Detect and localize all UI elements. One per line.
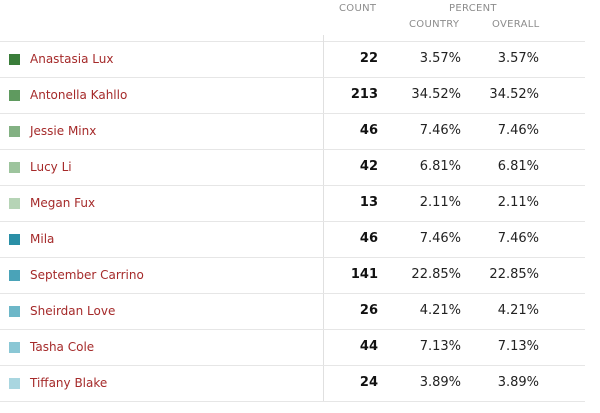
overall-percent-column-header: OVERALL <box>492 19 540 30</box>
overall-percent-value: 2.11% <box>497 195 539 210</box>
country-percent-column-header: COUNTRY <box>409 19 460 30</box>
legend-swatch <box>9 162 20 173</box>
country-percent-value: 22.85% <box>411 267 461 282</box>
country-percent-value: 4.21% <box>419 303 461 318</box>
count-column-header: COUNT <box>339 3 377 14</box>
table-row: Sheirdan Love 26 4.21% 4.21% <box>0 294 585 330</box>
country-percent-value: 7.46% <box>419 231 461 246</box>
table-row: Tasha Cole 44 7.13% 7.13% <box>0 330 585 366</box>
overall-percent-value: 3.89% <box>497 375 539 390</box>
country-percent-value: 6.81% <box>419 159 461 174</box>
performer-name-link[interactable]: Lucy Li <box>30 160 72 174</box>
performer-name-link[interactable]: Antonella Kahllo <box>30 88 128 102</box>
table-row: Anastasia Lux 22 3.57% 3.57% <box>0 42 585 78</box>
performer-name-link[interactable]: Anastasia Lux <box>30 52 114 66</box>
legend-swatch <box>9 126 20 137</box>
count-value: 46 <box>359 231 378 246</box>
country-percent-value: 7.13% <box>419 339 461 354</box>
count-value: 42 <box>359 159 378 174</box>
legend-swatch <box>9 234 20 245</box>
count-value: 13 <box>359 195 378 210</box>
overall-percent-value: 7.46% <box>497 231 539 246</box>
table-row: Mila 46 7.46% 7.46% <box>0 222 585 258</box>
legend-swatch <box>9 198 20 209</box>
country-percent-value: 34.52% <box>411 87 461 102</box>
table-header: COUNT PERCENT COUNTRY OVERALL <box>0 0 585 42</box>
table-row: Antonella Kahllo 213 34.52% 34.52% <box>0 78 585 114</box>
legend-swatch <box>9 54 20 65</box>
country-percent-value: 7.46% <box>419 123 461 138</box>
legend-swatch <box>9 270 20 281</box>
overall-percent-value: 4.21% <box>497 303 539 318</box>
column-divider <box>323 35 324 402</box>
table-row: Jessie Minx 46 7.46% 7.46% <box>0 114 585 150</box>
table-row: Megan Fux 13 2.11% 2.11% <box>0 186 585 222</box>
header-divider <box>0 41 585 42</box>
count-value: 22 <box>359 51 378 66</box>
table-row: Lucy Li 42 6.81% 6.81% <box>0 150 585 186</box>
country-percent-value: 3.57% <box>419 51 461 66</box>
count-value: 46 <box>359 123 378 138</box>
percent-column-group-header: PERCENT <box>449 3 497 14</box>
count-value: 44 <box>359 339 378 354</box>
legend-swatch <box>9 306 20 317</box>
performer-name-link[interactable]: Tiffany Blake <box>30 376 108 390</box>
table-row: September Carrino 141 22.85% 22.85% <box>0 258 585 294</box>
table-row: Tiffany Blake 24 3.89% 3.89% <box>0 366 585 402</box>
legend-swatch <box>9 90 20 101</box>
country-percent-value: 3.89% <box>419 375 461 390</box>
country-percent-value: 2.11% <box>419 195 461 210</box>
count-value: 213 <box>350 87 378 102</box>
overall-percent-value: 7.13% <box>497 339 539 354</box>
overall-percent-value: 34.52% <box>489 87 539 102</box>
count-value: 26 <box>359 303 378 318</box>
performer-name-link[interactable]: Megan Fux <box>30 196 96 210</box>
performer-name-link[interactable]: Tasha Cole <box>30 340 95 354</box>
performer-name-link[interactable]: Sheirdan Love <box>30 304 116 318</box>
legend-swatch <box>9 378 20 389</box>
overall-percent-value: 3.57% <box>497 51 539 66</box>
overall-percent-value: 6.81% <box>497 159 539 174</box>
performer-name-link[interactable]: September Carrino <box>30 268 144 282</box>
overall-percent-value: 22.85% <box>489 267 539 282</box>
count-value: 24 <box>359 375 378 390</box>
legend-swatch <box>9 342 20 353</box>
table-body: Anastasia Lux 22 3.57% 3.57% Antonella Kahll… <box>0 42 585 402</box>
performer-name-link[interactable]: Mila <box>30 232 55 246</box>
performer-name-link[interactable]: Jessie Minx <box>30 124 97 138</box>
overall-percent-value: 7.46% <box>497 123 539 138</box>
count-value: 141 <box>350 267 378 282</box>
